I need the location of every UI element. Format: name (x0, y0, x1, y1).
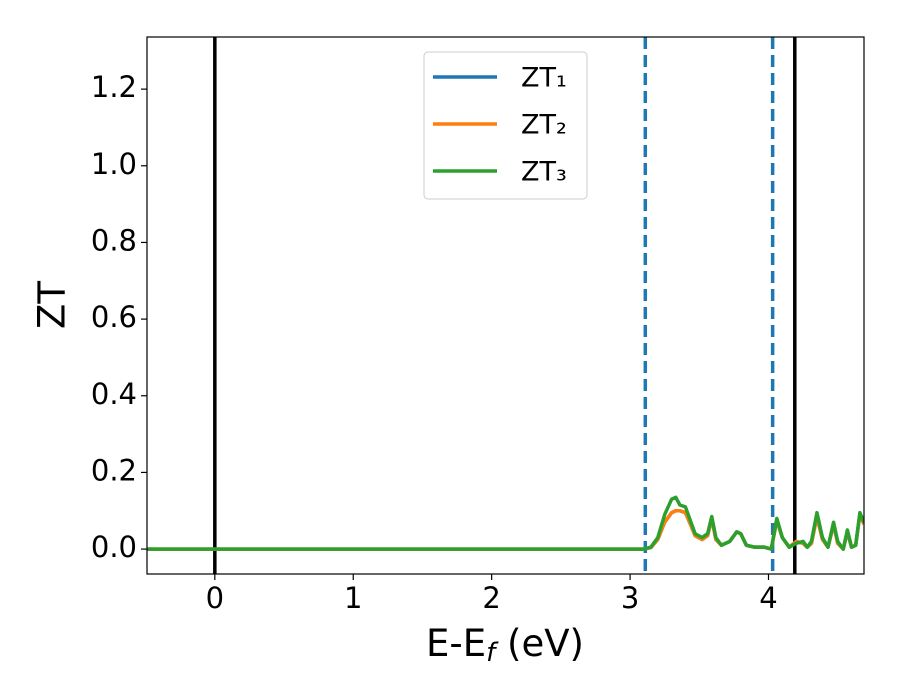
x-label-part: (eV) (495, 622, 584, 665)
x-tick-label: 4 (759, 581, 777, 615)
x-label-part: E-E (426, 622, 486, 665)
legend-label: ZT₂ (521, 110, 567, 141)
x-axis-label: E-Ef (eV) (426, 622, 584, 668)
data-line (147, 509, 864, 551)
x-tick-label: 3 (621, 581, 639, 615)
legend-label: ZT₁ (521, 63, 567, 94)
y-tick-label: 0.4 (91, 377, 137, 411)
y-tick-label: 0.2 (91, 453, 137, 487)
data-line (147, 509, 864, 551)
y-axis-label: ZT (31, 281, 74, 329)
legend: ZT₁ ZT₂ ZT₃ (423, 51, 588, 200)
y-tick-label: 1.0 (91, 147, 137, 181)
data-line (147, 495, 864, 551)
x-tick-label: 1 (344, 581, 362, 615)
legend-box (423, 51, 588, 200)
y-tick-label: 0.6 (91, 300, 137, 334)
legend-label: ZT₃ (521, 157, 567, 188)
y-tick-label: 1.2 (91, 70, 137, 104)
y-tick-label: 0.8 (91, 223, 137, 257)
x-tick-label: 0 (206, 581, 224, 615)
y-tick-label: 0.0 (91, 530, 137, 564)
x-tick-label: 2 (482, 581, 500, 615)
plot-area (147, 37, 864, 574)
axes-frame (146, 36, 865, 575)
